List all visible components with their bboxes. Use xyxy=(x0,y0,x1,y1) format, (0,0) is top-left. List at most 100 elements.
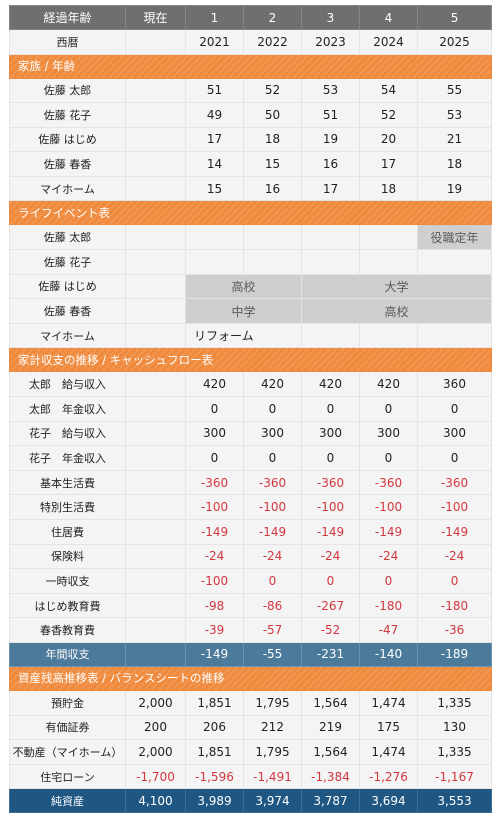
value-cell: 52 xyxy=(243,77,302,104)
value-cell: 18 xyxy=(359,175,418,202)
year-cell: 2024 xyxy=(359,29,418,55)
year-cell: 2022 xyxy=(243,29,302,55)
event-cell xyxy=(416,249,493,275)
cashflow-row: 花子 年金収入 0 0 0 0 0 xyxy=(9,445,493,471)
value-cell: 52 xyxy=(359,102,418,128)
value-cell: 1,474 xyxy=(359,689,418,716)
balance-row: 有価証券 200 206 212 219 175 130 xyxy=(9,714,493,741)
value-cell: 300 xyxy=(359,420,418,447)
value-cell: 15 xyxy=(185,175,244,202)
value-cell: -86 xyxy=(243,592,302,619)
value-cell: 49 xyxy=(185,102,244,128)
value-cell: 20 xyxy=(359,126,418,153)
current-cell xyxy=(125,592,186,619)
event-row-haruka: 佐藤 春香 中学 高校 xyxy=(9,298,493,324)
value-cell: 1,335 xyxy=(416,739,493,765)
value-cell: -140 xyxy=(359,641,418,667)
value-cell: 420 xyxy=(359,371,418,398)
annual-balance-row: 年間収支 -149 -55 -231 -140 -189 xyxy=(9,641,493,667)
current-cell: 2,000 xyxy=(125,739,186,765)
row-label: 花子 年金収入 xyxy=(9,445,126,471)
section-events: ライフイベント表 xyxy=(8,200,493,226)
value-cell: -24 xyxy=(185,543,244,570)
row-label: 花子 給与収入 xyxy=(9,420,126,447)
cashflow-row: 基本生活費 -360 -360 -360 -360 -360 xyxy=(9,469,493,496)
event-cell xyxy=(125,322,186,349)
value-cell: 21 xyxy=(416,126,493,153)
row-label: 佐藤 花子 xyxy=(9,102,126,128)
event-cell xyxy=(359,249,418,275)
current-cell xyxy=(125,151,186,177)
value-cell: 0 xyxy=(301,396,360,422)
value-cell: 0 xyxy=(185,396,244,422)
value-cell: 1,335 xyxy=(416,689,493,716)
event-university: 大学 xyxy=(300,273,493,300)
row-label: 佐藤 春香 xyxy=(9,151,126,177)
balance-row: 不動産（マイホーム） 2,000 1,851 1,795 1,564 1,474 1,335 xyxy=(9,739,493,765)
current-cell xyxy=(125,102,186,128)
value-cell: 1,795 xyxy=(243,689,302,716)
current-cell: 200 xyxy=(125,714,186,741)
value-cell: -39 xyxy=(185,617,244,643)
row-label: 純資産 xyxy=(9,788,126,814)
row-label: 春香教育費 xyxy=(9,617,126,643)
table-body: 経過年齢 現在 1 2 3 4 5 西暦 2021 2022 2023 2024… xyxy=(8,5,493,814)
value-cell: 17 xyxy=(301,175,360,202)
section-title: ライフイベント表 xyxy=(8,200,493,226)
value-cell: -24 xyxy=(243,543,302,570)
header-age-row: 経過年齢 現在 1 2 3 4 5 xyxy=(9,5,493,30)
value-cell: 19 xyxy=(301,126,360,153)
value-cell: -100 xyxy=(185,494,244,520)
value-cell: 3,694 xyxy=(359,788,418,814)
event-cell xyxy=(125,298,186,324)
value-cell: -360 xyxy=(301,469,360,496)
section-title: 家計収支の推移 / キャッシュフロー表 xyxy=(8,347,493,373)
value-cell: 1,564 xyxy=(301,739,360,765)
value-cell: 55 xyxy=(416,77,493,104)
value-cell: 300 xyxy=(185,420,244,447)
event-reform: リフォーム xyxy=(185,322,302,349)
value-cell: 300 xyxy=(416,420,493,447)
event-cell xyxy=(243,249,302,275)
row-label: 佐藤 はじめ xyxy=(9,273,126,300)
event-row-hanako: 佐藤 花子 xyxy=(9,249,493,275)
life-plan-table: 経過年齢 現在 1 2 3 4 5 西暦 2021 2022 2023 2024… xyxy=(8,5,493,814)
header-cell: 4 xyxy=(359,5,418,30)
header-cell: 2 xyxy=(243,5,302,30)
event-cell xyxy=(301,249,360,275)
value-cell: 0 xyxy=(359,445,418,471)
value-cell: 1,851 xyxy=(185,689,244,716)
year-label: 西暦 xyxy=(9,29,126,55)
row-label: はじめ教育費 xyxy=(9,592,126,619)
value-cell: 0 xyxy=(416,396,493,422)
family-row: 佐藤 はじめ 17 18 19 20 21 xyxy=(9,126,493,153)
value-cell: 17 xyxy=(359,151,418,177)
current-cell xyxy=(125,568,186,594)
cashflow-row: 花子 給与収入 300 300 300 300 300 xyxy=(9,420,493,447)
row-label: 住宅ローン xyxy=(9,763,126,790)
current-cell xyxy=(125,371,186,398)
event-cell xyxy=(125,224,186,251)
year-cell: 2025 xyxy=(416,29,493,55)
row-label: マイホーム xyxy=(9,175,126,202)
cashflow-row: 太郎 給与収入 420 420 420 420 360 xyxy=(9,371,493,398)
row-label: 有価証券 xyxy=(9,714,126,741)
current-cell xyxy=(125,494,186,520)
value-cell: -47 xyxy=(359,617,418,643)
event-cell xyxy=(125,249,186,275)
value-cell: 53 xyxy=(301,77,360,104)
value-cell: 219 xyxy=(301,714,360,741)
value-cell: -24 xyxy=(416,543,493,570)
value-cell: 51 xyxy=(301,102,360,128)
value-cell: -98 xyxy=(185,592,244,619)
header-cell: 現在 xyxy=(125,5,186,30)
section-family: 家族 / 年齢 xyxy=(8,53,493,79)
value-cell: -149 xyxy=(185,641,244,667)
event-row-home: マイホーム リフォーム xyxy=(9,322,493,349)
row-label: 佐藤 太郎 xyxy=(9,77,126,104)
value-cell: 300 xyxy=(301,420,360,447)
value-cell: 300 xyxy=(243,420,302,447)
value-cell: -36 xyxy=(416,617,493,643)
current-cell: 2,000 xyxy=(125,689,186,716)
value-cell: -189 xyxy=(416,641,493,667)
